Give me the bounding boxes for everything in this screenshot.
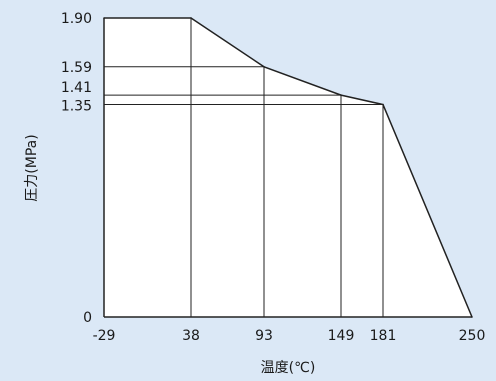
y-tick-label: 0: [83, 310, 92, 326]
pressure-line: [104, 17, 473, 318]
data-point-93: [263, 65, 265, 68]
y-tick-label: 1.35: [61, 99, 92, 115]
data-point-181: [382, 103, 384, 106]
x-tick-label: 149: [328, 328, 355, 344]
data-point-250: [471, 316, 473, 318]
data-point-38: [190, 17, 192, 19]
x-tick-labels: -29 38 93 149 181 250: [93, 328, 486, 344]
y-tick-label: 1.59: [61, 60, 92, 76]
x-axis-label: 温度(℃): [261, 360, 316, 376]
x-tick-label: 250: [459, 328, 486, 344]
data-point-149: [340, 94, 342, 96]
x-tick-label: 38: [182, 328, 200, 344]
y-tick-label: 1.41: [61, 80, 92, 96]
y-axis-label: 圧力(MPa): [24, 134, 40, 201]
data-point--29: [103, 17, 105, 19]
plot-fill: [104, 18, 472, 317]
x-tick-label: -29: [93, 328, 116, 344]
plot-area: [103, 17, 473, 318]
y-tick-label: 1.90: [61, 11, 92, 27]
x-tick-label: 181: [370, 328, 397, 344]
y-tick-labels: 0 1.35 1.41 1.59 1.90: [61, 11, 92, 326]
x-tick-label: 93: [255, 328, 273, 344]
